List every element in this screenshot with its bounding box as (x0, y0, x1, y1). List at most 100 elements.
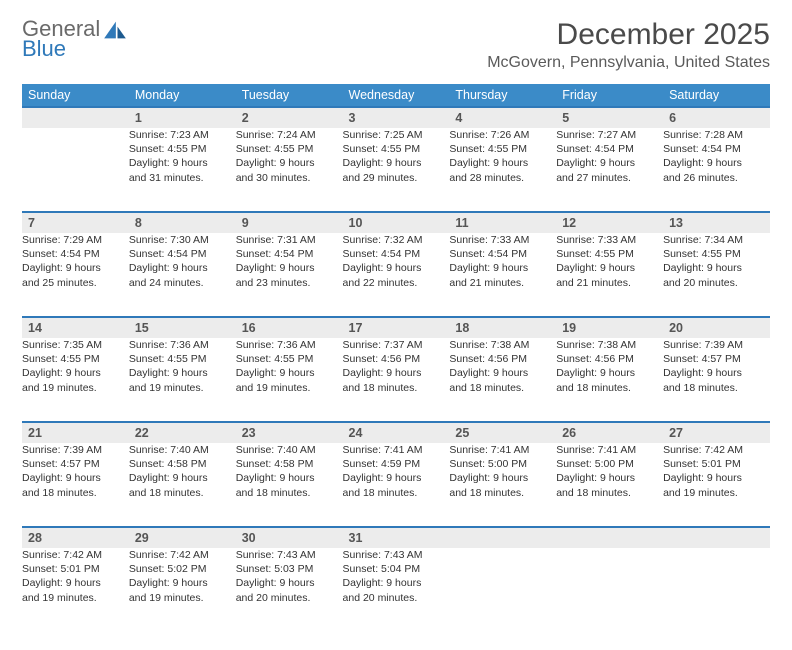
day-info-line: Sunset: 5:00 PM (449, 457, 556, 471)
day-info-line: Daylight: 9 hours (343, 156, 450, 170)
day-info-line: Sunset: 4:54 PM (22, 247, 129, 261)
day-content-cell: Sunrise: 7:33 AMSunset: 4:54 PMDaylight:… (449, 233, 556, 317)
day-info-line: Sunset: 4:54 PM (129, 247, 236, 261)
day-number-row: 21222324252627 (22, 422, 770, 443)
day-number-cell: 22 (129, 422, 236, 443)
day-info-line: and 30 minutes. (236, 171, 343, 185)
day-info-line: Sunrise: 7:35 AM (22, 338, 129, 352)
day-info-line: Sunset: 4:57 PM (663, 352, 770, 366)
day-number-cell: 27 (663, 422, 770, 443)
day-number-cell: 1 (129, 107, 236, 128)
day-number-cell: 15 (129, 317, 236, 338)
day-number-cell: 25 (449, 422, 556, 443)
day-info-line: Sunrise: 7:43 AM (343, 548, 450, 562)
day-info-line: and 24 minutes. (129, 276, 236, 290)
calendar-page: GeneralBlue December 2025 McGovern, Penn… (0, 0, 792, 650)
day-info-line: and 19 minutes. (22, 381, 129, 395)
day-info-line: Sunrise: 7:41 AM (343, 443, 450, 457)
day-info-line: Sunrise: 7:42 AM (663, 443, 770, 457)
day-info-line: and 26 minutes. (663, 171, 770, 185)
day-info-line: and 18 minutes. (449, 381, 556, 395)
day-info-line: and 22 minutes. (343, 276, 450, 290)
day-info-line: Sunrise: 7:32 AM (343, 233, 450, 247)
weekday-header: Wednesday (343, 84, 450, 107)
day-info-line: Daylight: 9 hours (663, 261, 770, 275)
day-info-line: Sunrise: 7:38 AM (449, 338, 556, 352)
day-number-cell: 28 (22, 527, 129, 548)
day-info-line: Sunset: 4:58 PM (129, 457, 236, 471)
day-content-cell: Sunrise: 7:28 AMSunset: 4:54 PMDaylight:… (663, 128, 770, 212)
day-content-cell: Sunrise: 7:41 AMSunset: 5:00 PMDaylight:… (556, 443, 663, 527)
day-info-line: Sunrise: 7:29 AM (22, 233, 129, 247)
month-title: December 2025 (487, 18, 770, 52)
day-info-line: and 19 minutes. (129, 591, 236, 605)
day-info-line: and 19 minutes. (129, 381, 236, 395)
day-content-cell: Sunrise: 7:36 AMSunset: 4:55 PMDaylight:… (236, 338, 343, 422)
day-info-line: Daylight: 9 hours (129, 261, 236, 275)
day-content-row: Sunrise: 7:42 AMSunset: 5:01 PMDaylight:… (22, 548, 770, 632)
day-content-cell: Sunrise: 7:25 AMSunset: 4:55 PMDaylight:… (343, 128, 450, 212)
day-info-line: Daylight: 9 hours (236, 471, 343, 485)
day-number-row: 123456 (22, 107, 770, 128)
day-info-line: Sunset: 4:54 PM (343, 247, 450, 261)
day-content-cell: Sunrise: 7:24 AMSunset: 4:55 PMDaylight:… (236, 128, 343, 212)
day-info-line: Sunset: 4:55 PM (22, 352, 129, 366)
logo-text-blue: Blue (22, 38, 128, 60)
day-info-line: Sunrise: 7:25 AM (343, 128, 450, 142)
day-info-line: Sunrise: 7:39 AM (22, 443, 129, 457)
day-info-line: Sunset: 4:55 PM (449, 142, 556, 156)
day-info-line: Sunrise: 7:33 AM (556, 233, 663, 247)
day-info-line: and 27 minutes. (556, 171, 663, 185)
day-content-cell: Sunrise: 7:29 AMSunset: 4:54 PMDaylight:… (22, 233, 129, 317)
day-number-cell: 16 (236, 317, 343, 338)
day-info-line: Sunrise: 7:43 AM (236, 548, 343, 562)
day-info-line: Sunset: 4:59 PM (343, 457, 450, 471)
weekday-header: Friday (556, 84, 663, 107)
day-info-line: and 23 minutes. (236, 276, 343, 290)
day-content-cell: Sunrise: 7:38 AMSunset: 4:56 PMDaylight:… (556, 338, 663, 422)
day-content-cell: Sunrise: 7:37 AMSunset: 4:56 PMDaylight:… (343, 338, 450, 422)
day-content-cell: Sunrise: 7:23 AMSunset: 4:55 PMDaylight:… (129, 128, 236, 212)
day-number-cell: 9 (236, 212, 343, 233)
day-info-line: Sunrise: 7:26 AM (449, 128, 556, 142)
day-number-cell: 18 (449, 317, 556, 338)
day-info-line: Sunrise: 7:24 AM (236, 128, 343, 142)
day-info-line: Sunrise: 7:40 AM (129, 443, 236, 457)
day-info-line: Sunset: 4:55 PM (236, 142, 343, 156)
day-number-cell: 2 (236, 107, 343, 128)
day-content-cell: Sunrise: 7:27 AMSunset: 4:54 PMDaylight:… (556, 128, 663, 212)
day-number-cell (663, 527, 770, 548)
day-content-cell: Sunrise: 7:33 AMSunset: 4:55 PMDaylight:… (556, 233, 663, 317)
day-info-line: Sunset: 4:54 PM (236, 247, 343, 261)
day-info-line: Sunset: 5:04 PM (343, 562, 450, 576)
sail-icon (102, 20, 128, 40)
day-info-line: Sunrise: 7:42 AM (129, 548, 236, 562)
day-info-line: and 18 minutes. (449, 486, 556, 500)
day-number-cell: 17 (343, 317, 450, 338)
day-info-line: Daylight: 9 hours (663, 471, 770, 485)
day-info-line: Daylight: 9 hours (449, 156, 556, 170)
day-content-cell: Sunrise: 7:41 AMSunset: 5:00 PMDaylight:… (449, 443, 556, 527)
day-info-line: Sunrise: 7:34 AM (663, 233, 770, 247)
day-content-row: Sunrise: 7:23 AMSunset: 4:55 PMDaylight:… (22, 128, 770, 212)
location-text: McGovern, Pennsylvania, United States (487, 54, 770, 72)
day-info-line: and 31 minutes. (129, 171, 236, 185)
weekday-header-row: Sunday Monday Tuesday Wednesday Thursday… (22, 84, 770, 107)
day-content-cell: Sunrise: 7:43 AMSunset: 5:04 PMDaylight:… (343, 548, 450, 632)
day-info-line: Daylight: 9 hours (129, 576, 236, 590)
day-content-cell (663, 548, 770, 632)
day-info-line: Daylight: 9 hours (22, 261, 129, 275)
day-info-line: and 18 minutes. (22, 486, 129, 500)
day-number-cell: 3 (343, 107, 450, 128)
day-info-line: Sunset: 4:56 PM (556, 352, 663, 366)
day-info-line: and 28 minutes. (449, 171, 556, 185)
day-content-cell: Sunrise: 7:42 AMSunset: 5:01 PMDaylight:… (22, 548, 129, 632)
day-info-line: Sunrise: 7:27 AM (556, 128, 663, 142)
day-info-line: Sunrise: 7:42 AM (22, 548, 129, 562)
day-content-cell: Sunrise: 7:42 AMSunset: 5:02 PMDaylight:… (129, 548, 236, 632)
day-content-cell: Sunrise: 7:31 AMSunset: 4:54 PMDaylight:… (236, 233, 343, 317)
day-info-line: Daylight: 9 hours (449, 471, 556, 485)
day-info-line: Sunset: 4:58 PM (236, 457, 343, 471)
day-info-line: Sunrise: 7:36 AM (236, 338, 343, 352)
day-info-line: Sunrise: 7:30 AM (129, 233, 236, 247)
